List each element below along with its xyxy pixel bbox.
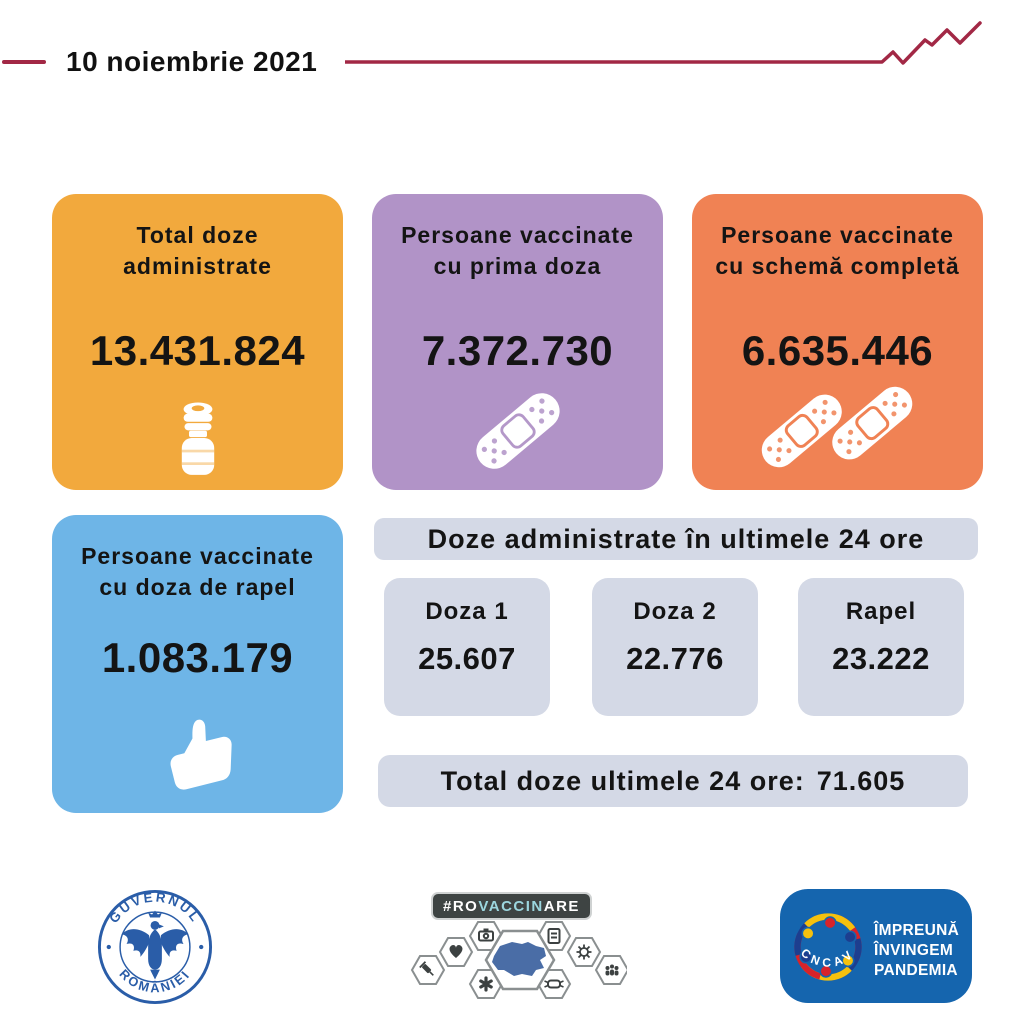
mini-value: 22.776 (626, 641, 724, 676)
mini-card-booster: Rapel 23.222 (798, 578, 964, 716)
cncav-logo: CNCAV ÎMPREUNĂ ÎNVINGEM PANDEMIA (780, 889, 972, 1003)
heart-icon (449, 944, 463, 958)
mask-icon (544, 979, 564, 989)
mini-value: 23.222 (832, 641, 930, 676)
mini-card-dose1: Doza 1 25.607 (384, 578, 550, 716)
mini-label: Rapel (845, 598, 917, 625)
total-value: 71.605 (816, 765, 906, 796)
card-value: 13.431.824 (89, 326, 306, 374)
card-title: Persoane vaccinate cu schemă completă (715, 222, 960, 280)
hashtag-mid: VACCIN (478, 897, 544, 915)
card-title: Persoane vaccinate cu prima doza (401, 222, 634, 280)
heraldic-eagle-icon (121, 910, 189, 980)
card-value: 6.635.446 (741, 326, 934, 374)
virus-icon (576, 944, 592, 960)
double-bandage-icon (692, 376, 983, 478)
hexagon-cluster-romania-map-icon (410, 921, 627, 999)
cncav-people-circle-icon: CNCAV (794, 913, 862, 981)
star-of-life-icon (479, 976, 493, 992)
hashtag-prefix: #RO (443, 897, 479, 915)
romanian-government-seal-icon: GUVERNUL ROMÂNIEI (97, 890, 213, 1005)
total-label: Total doze ultimele 24 ore: (440, 765, 805, 796)
rovaccinare-hashtag-badge: #RO VACCIN ARE (431, 892, 592, 920)
report-date: 10 noiembrie 2021 (66, 46, 318, 77)
last24-title: Doze administrate în ultimele 24 ore (427, 523, 925, 554)
card-title: Persoane vaccinate cu doza de rapel (81, 543, 314, 601)
people-icon (605, 964, 619, 976)
camera-icon (478, 928, 494, 942)
vial-icon (52, 398, 343, 478)
mini-label: Doza 1 (425, 598, 509, 625)
cncav-slogan-line2: ÎNVINGEM (874, 942, 954, 960)
card-full-schema: Persoane vaccinate cu schemă completă 6.… (692, 194, 983, 490)
card-value: 1.083.179 (101, 634, 294, 682)
card-first-dose: Persoane vaccinate cu prima doza 7.372.7… (372, 194, 663, 490)
romania-map-icon (492, 942, 546, 976)
cncav-slogan-line1: ÎMPREUNĂ (874, 922, 960, 939)
last24-header-bar: Doze administrate în ultimele 24 ore (374, 518, 978, 560)
thumbs-up-icon (52, 709, 343, 795)
card-total-doses: Total doze administrate 13.431.824 (52, 194, 343, 490)
cncav-slogan: ÎMPREUNĂ ÎNVINGEM PANDEMIA (874, 921, 959, 981)
mini-label: Doza 2 (633, 598, 717, 625)
mini-card-dose2: Doza 2 22.776 (592, 578, 758, 716)
mini-value: 25.607 (418, 641, 516, 676)
rovaccinare-logo: #RO VACCIN ARE (405, 890, 627, 1008)
cncav-slogan-line3: PANDEMIA (874, 962, 958, 980)
card-booster: Persoane vaccinate cu doza de rapel 1.08… (52, 515, 343, 813)
total-last24-bar: Total doze ultimele 24 ore: 71.605 (378, 755, 968, 807)
card-value: 7.372.730 (421, 326, 614, 374)
syringe-icon (419, 961, 434, 976)
vaccine-card-icon (547, 928, 561, 944)
hashtag-suffix: ARE (543, 897, 580, 915)
trend-zigzag-icon (345, 21, 982, 65)
card-title: Total doze administrate (123, 222, 272, 280)
header-dash-line (2, 60, 46, 64)
bandage-icon (372, 384, 663, 478)
